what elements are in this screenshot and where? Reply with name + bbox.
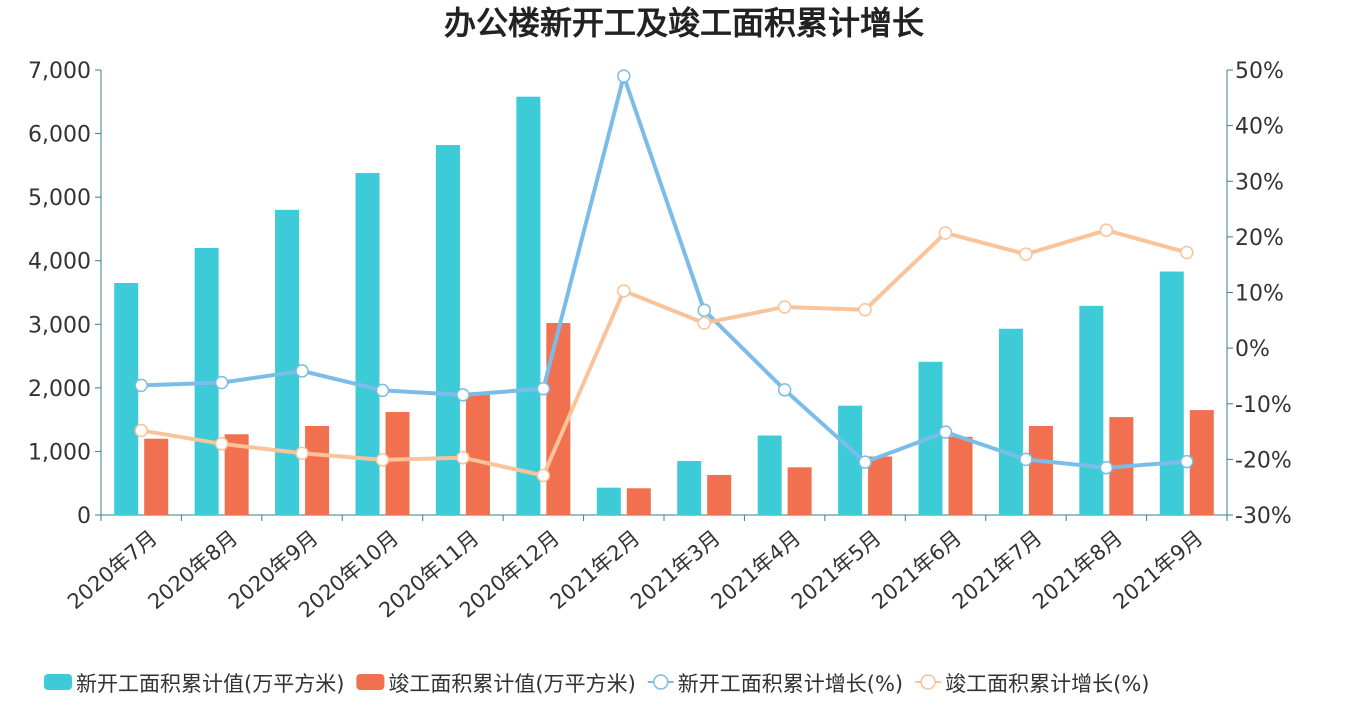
bar: [868, 456, 893, 515]
bar: [948, 436, 973, 515]
bar: [787, 467, 812, 515]
legend-swatch-marker: [920, 674, 936, 690]
line-point: [536, 381, 551, 396]
bar: [516, 96, 541, 515]
bar: [435, 145, 460, 515]
bar: [1028, 426, 1053, 515]
legend-label: 竣工面积累计值(万平方米): [388, 672, 635, 696]
legend-label: 竣工面积累计增长(%): [945, 672, 1149, 696]
line-point: [1099, 223, 1114, 237]
plot-area: 0 1,000 2,000 3,000 4,000 5,000 6,000 7,000 -30%…: [28, 59, 1292, 623]
bar: [385, 412, 410, 515]
y-right-tick-label: 0%: [1235, 337, 1270, 362]
bar: [1189, 410, 1214, 515]
x-tick-label: 2021年9月: [1109, 526, 1208, 614]
bar: [596, 487, 621, 515]
line-point: [1099, 460, 1114, 475]
y-left-tick-label: 5,000: [28, 186, 91, 211]
line-point: [617, 284, 631, 298]
legend: 新开工面积累计值(万平方米) 竣工面积累计值(万平方米) 新开工面积累计增长(%) 竣…: [44, 672, 1149, 696]
y-left-tick-label: 3,000: [28, 313, 91, 338]
y-left-tick-label: 2,000: [28, 377, 91, 402]
line-point: [777, 300, 792, 314]
y-right-tick-label: 30%: [1235, 170, 1284, 195]
y-right-tick-label: 50%: [1235, 59, 1284, 84]
bar: [677, 460, 702, 515]
y-right-tick-label: -10%: [1235, 393, 1292, 418]
chart-title: 办公楼新开工及竣工面积累计增长: [444, 4, 924, 42]
y-left-tick-label: 0: [77, 504, 91, 529]
line-point: [938, 226, 953, 240]
y-right-tick-label: -30%: [1235, 504, 1292, 529]
bar: [757, 435, 782, 515]
line-point: [134, 423, 148, 438]
legend-swatch: [356, 674, 385, 690]
legend-swatch: [44, 674, 72, 690]
line-point: [456, 450, 470, 465]
bar: [305, 426, 330, 515]
bar: [838, 405, 863, 515]
line-point: [214, 375, 229, 390]
bar: [114, 282, 139, 515]
bar: [275, 209, 300, 515]
line-point: [858, 302, 872, 317]
line-point: [536, 468, 551, 483]
line-point: [375, 383, 390, 398]
bar: [144, 438, 169, 515]
line-point: [295, 446, 309, 461]
line-point: [295, 364, 309, 378]
line-point: [134, 378, 148, 393]
bar: [465, 394, 490, 515]
line-point: [617, 69, 631, 83]
y-right-tick-label: -20%: [1235, 448, 1292, 473]
line-point: [375, 453, 390, 467]
line-point: [1180, 245, 1194, 260]
line-point: [858, 455, 872, 469]
y-right-tick-label: 10%: [1235, 282, 1284, 307]
line-point: [777, 383, 792, 397]
y-right-tick-label: 40%: [1235, 115, 1284, 140]
y-left-tick-label: 7,000: [28, 59, 91, 84]
y-right-tick-label: 20%: [1235, 226, 1284, 251]
y-left-tick-label: 6,000: [28, 123, 91, 148]
legend-label: 新开工面积累计增长(%): [678, 672, 903, 696]
bar: [1079, 305, 1104, 515]
line-point: [1019, 452, 1033, 467]
bar: [626, 488, 651, 515]
bar: [1159, 271, 1184, 515]
legend-swatch-marker: [653, 674, 669, 690]
legend-label: 新开工面积累计值(万平方米): [76, 672, 344, 696]
y-left-tick-label: 4,000: [28, 250, 91, 275]
line-point: [938, 425, 953, 439]
y-left-tick-label: 1,000: [28, 440, 91, 465]
line-point: [1180, 454, 1194, 469]
bar: [998, 328, 1023, 515]
line-point: [697, 303, 711, 318]
line-point: [214, 437, 229, 451]
series-line: [141, 74, 1187, 470]
bar: [707, 474, 732, 515]
line-point: [456, 388, 470, 402]
bar: [355, 172, 380, 515]
series-line: [140, 228, 1188, 478]
line-point: [1019, 247, 1033, 261]
line-point: [697, 316, 711, 330]
